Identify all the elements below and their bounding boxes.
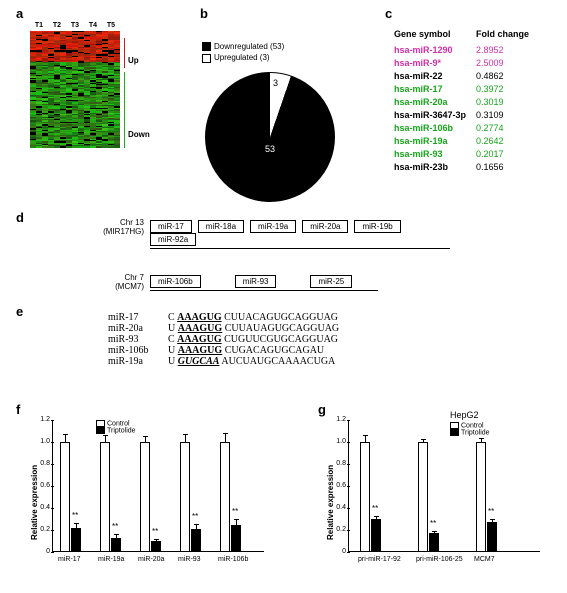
pie-chart: 3 53	[205, 72, 335, 202]
panel-a: T1T2T3T4T5	[30, 22, 120, 148]
panel-c-table: Gene symbolFold change hsa-miR-12902.895…	[392, 26, 539, 174]
chart-g: HepG2 Relative expression Control Tripto…	[320, 420, 540, 570]
heatmap	[30, 31, 120, 148]
chart-f: Relative expression Control Triptolide 0…	[24, 420, 264, 570]
pie-legend: Downregulated (53) Upregulated (3)	[202, 42, 284, 63]
label-e: e	[16, 304, 23, 319]
panel-d: Chr 13 (MIR17HG) miR-17miR-18amiR-19amiR…	[150, 220, 450, 291]
up-bar	[124, 38, 125, 68]
label-f: f	[16, 402, 20, 417]
panel-e-seq: miR-17C AAAGUG CUUACAGUGCAGGUAGmiR-20aU …	[108, 312, 339, 367]
chr13-label: Chr 13 (MIR17HG)	[90, 218, 144, 236]
label-d: d	[16, 210, 24, 225]
down-label: Down	[128, 130, 150, 139]
heatmap-samples: T1T2T3T4T5	[30, 22, 120, 29]
label-a: a	[16, 6, 23, 21]
chart-g-title: HepG2	[450, 410, 479, 420]
label-b: b	[200, 6, 208, 21]
label-g: g	[318, 402, 326, 417]
chr7-label: Chr 7 (MCM7)	[90, 273, 144, 291]
down-bar	[124, 72, 125, 148]
th-gene: Gene symbol	[394, 28, 474, 42]
th-fc: Fold change	[476, 28, 537, 42]
label-c: c	[385, 6, 392, 21]
up-label: Up	[128, 56, 139, 65]
